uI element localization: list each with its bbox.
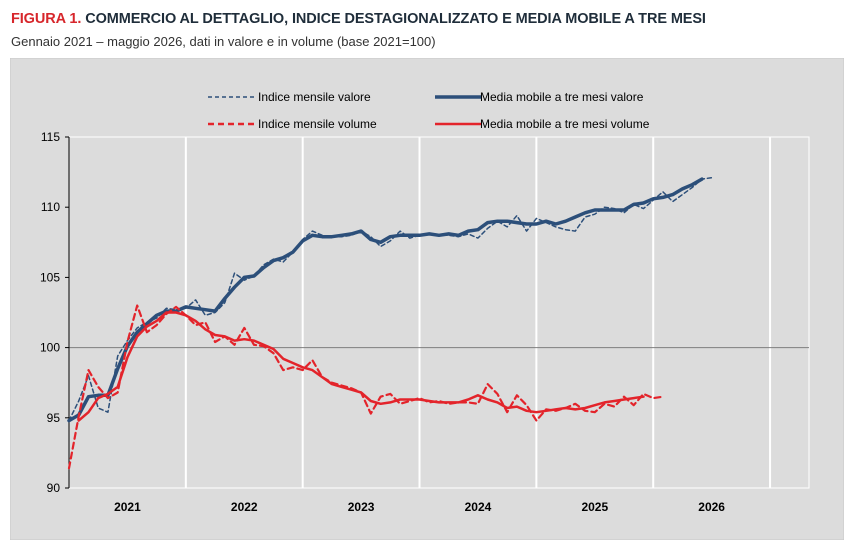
legend-item-media-valore: Media mobile a tre mesi valore <box>435 90 644 104</box>
x-tick-label: 2026 <box>698 500 725 514</box>
chart-subtitle: Gennaio 2021 – maggio 2026, dati in valo… <box>11 34 436 49</box>
y-tick-label: 110 <box>41 200 60 214</box>
legend-item-indice-valore: Indice mensile valore <box>208 90 371 104</box>
x-tick-label: 2025 <box>581 500 608 514</box>
series-line-4 <box>77 311 645 422</box>
legend-label: Media mobile a tre mesi valore <box>480 90 644 104</box>
x-tick-label: 2021 <box>114 500 141 514</box>
series-lines <box>67 176 713 470</box>
y-tick-label: 115 <box>41 130 60 144</box>
chart-title: FIGURA 1. COMMERCIO AL DETTAGLIO, INDICE… <box>11 11 706 27</box>
series-line-2 <box>67 177 704 423</box>
x-tick-label: 2024 <box>465 500 492 514</box>
legend-label: Indice mensile volume <box>258 117 377 131</box>
legend: Indice mensile valore Media mobile a tre… <box>208 90 650 131</box>
x-tick-label: 2023 <box>348 500 375 514</box>
figure-label: FIGURA 1. <box>11 11 82 27</box>
legend-item-media-volume: Media mobile a tre mesi volume <box>435 117 650 131</box>
x-tick-label: 2022 <box>231 500 258 514</box>
series-line-1 <box>68 176 713 422</box>
line-chart: Indice mensile valore Media mobile a tre… <box>10 58 844 540</box>
y-tick-label: 100 <box>40 341 60 355</box>
title-text: COMMERCIO AL DETTAGLIO, INDICE DESTAGION… <box>85 11 706 27</box>
legend-label: Indice mensile valore <box>258 90 371 104</box>
axes: 90 95 100 105 110 115 2021 2022 2023 2024 2025 2026 <box>40 130 725 514</box>
legend-label: Media mobile a tre mesi volume <box>480 117 650 131</box>
chart-background <box>10 58 844 540</box>
y-tick-label: 95 <box>47 411 61 425</box>
legend-item-indice-volume: Indice mensile volume <box>208 117 377 131</box>
y-tick-label: 105 <box>40 270 60 284</box>
y-tick-label: 90 <box>47 481 61 495</box>
